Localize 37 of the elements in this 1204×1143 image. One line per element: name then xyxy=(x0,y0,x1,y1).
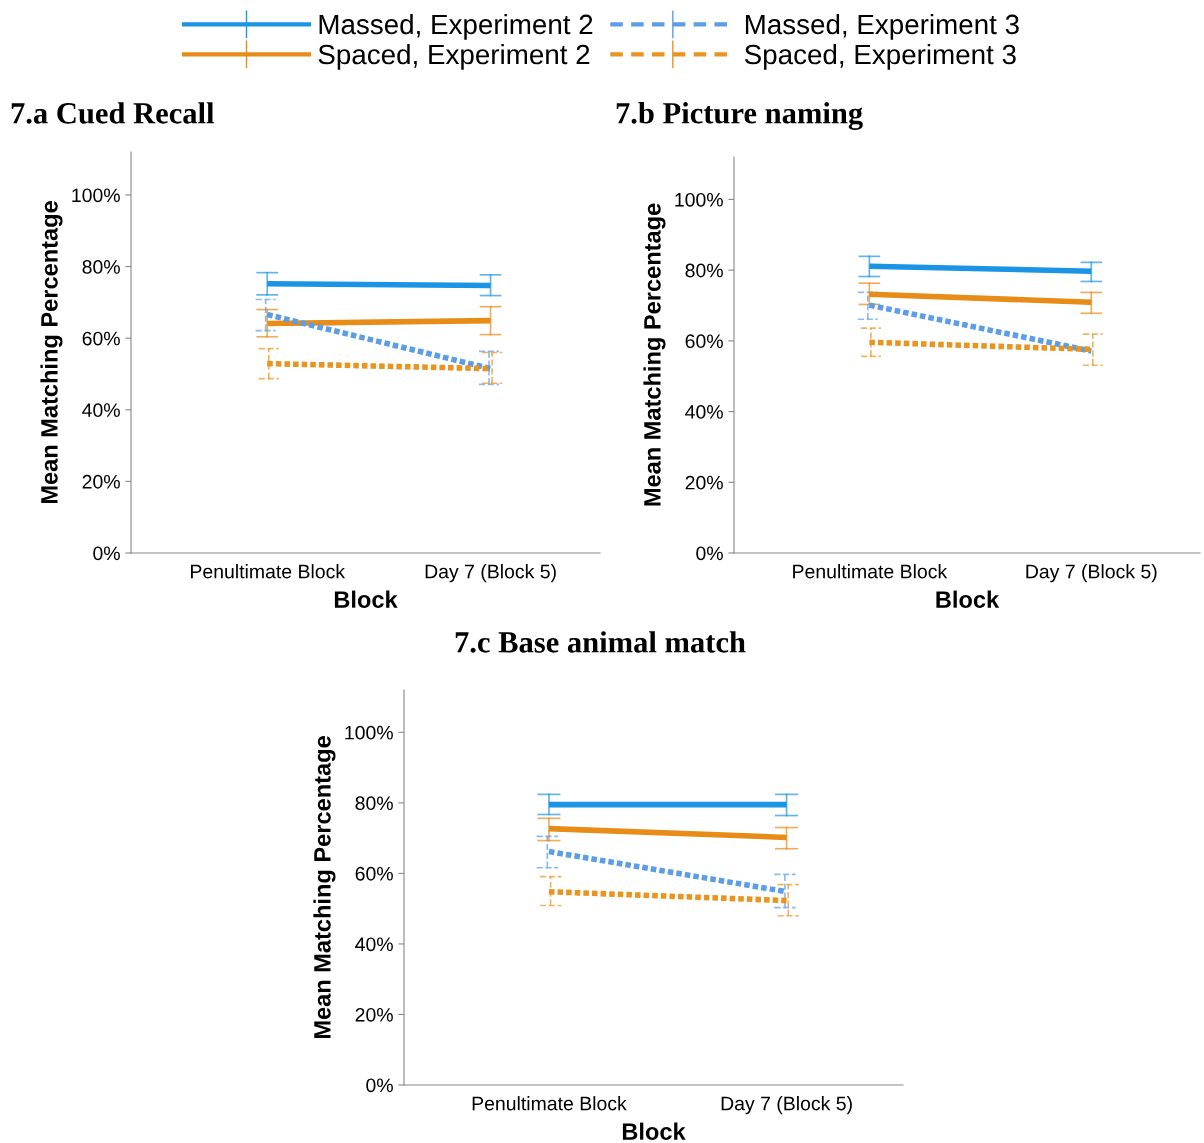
y-tick-label: 100% xyxy=(72,188,120,203)
x-axis-title: Block xyxy=(936,590,1000,608)
legend-label: Spaced, Experiment 3 xyxy=(744,43,1016,70)
x-tick-label: Penultimate Block xyxy=(191,564,346,579)
y-tick-label: 80% xyxy=(355,796,393,811)
chart-title: 7.c Base animal match xyxy=(455,631,746,653)
legend-label: Spaced, Experiment 2 xyxy=(318,43,590,70)
x-axis-title: Block xyxy=(334,590,398,608)
y-tick-label: 0% xyxy=(93,546,120,561)
x-axis-title: Block xyxy=(622,1122,686,1140)
y-tick-label: 40% xyxy=(82,403,120,418)
y-tick-label: 80% xyxy=(685,263,723,278)
y-axis-title: Mean Matching Percentage xyxy=(313,736,336,1039)
x-tick-label: Day 7 (Block 5) xyxy=(425,564,556,583)
y-tick-label: 100% xyxy=(345,725,393,740)
y-axis-title: Mean Matching Percentage xyxy=(40,201,63,504)
y-tick-label: 0% xyxy=(366,1078,393,1093)
y-tick-label: 0% xyxy=(696,546,723,561)
x-tick-label: Penultimate Block xyxy=(793,564,948,579)
y-tick-label: 100% xyxy=(675,192,723,207)
chart-title: 7.a Cued Recall xyxy=(11,102,215,124)
y-tick-label: 60% xyxy=(355,866,393,881)
y-tick-label: 80% xyxy=(82,260,120,274)
y-tick-label: 20% xyxy=(355,1007,393,1022)
y-tick-label: 60% xyxy=(82,331,120,346)
y-tick-label: 40% xyxy=(685,405,723,419)
y-axis-title: Mean Matching Percentage xyxy=(643,203,666,506)
y-tick-label: 40% xyxy=(355,937,393,952)
x-tick-label: Day 7 (Block 5) xyxy=(1026,564,1157,583)
legend-label: Massed, Experiment 2 xyxy=(319,13,593,40)
y-tick-label: 60% xyxy=(685,334,723,349)
x-tick-label: Day 7 (Block 5) xyxy=(721,1096,852,1115)
x-tick-label: Penultimate Block xyxy=(472,1096,627,1111)
y-tick-label: 20% xyxy=(82,474,120,489)
legend-label: Massed, Experiment 3 xyxy=(745,13,1019,40)
y-tick-label: 20% xyxy=(685,475,723,490)
chart-title: 7.b Picture naming xyxy=(616,102,863,130)
